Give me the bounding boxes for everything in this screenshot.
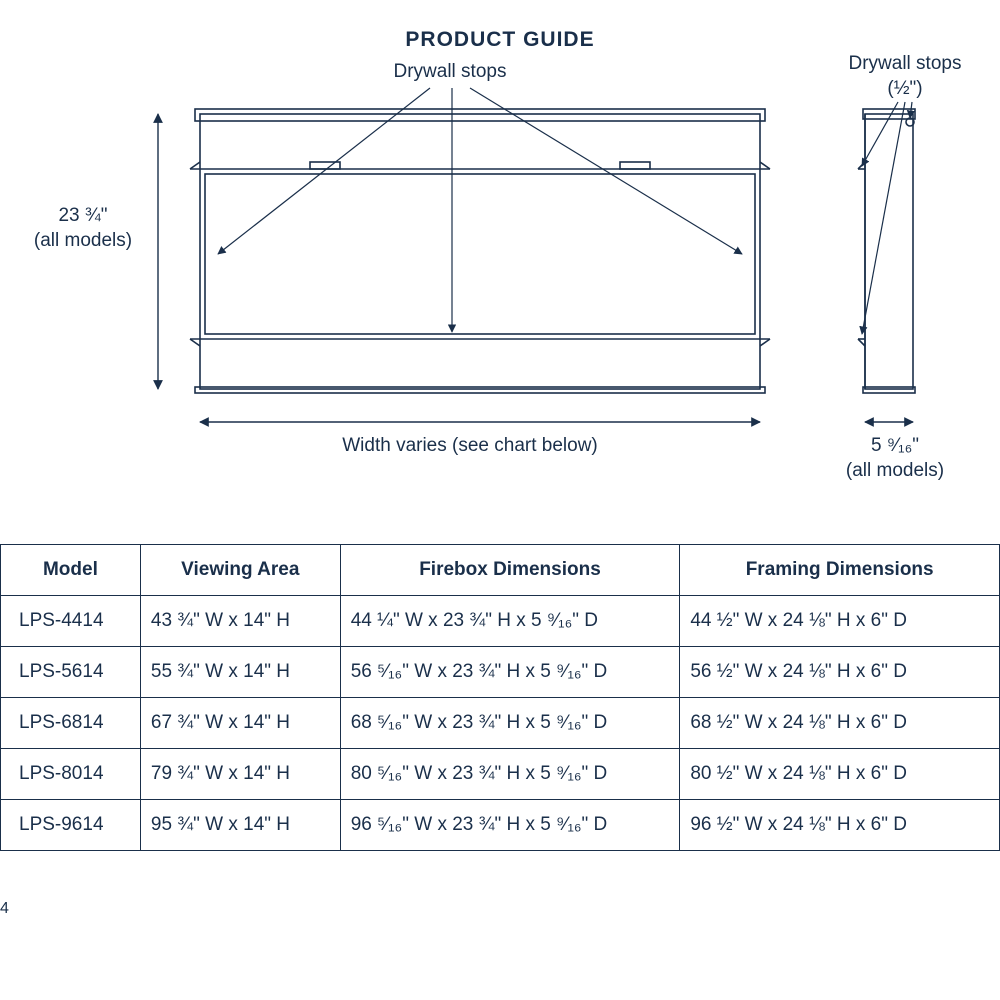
table-row: LPS-4414 43 ¾" W x 14" H 44 ¼" W x 23 ¾"…: [1, 596, 1000, 647]
cell-model: LPS-8014: [1, 749, 141, 800]
diagram-svg: [0, 54, 1000, 494]
label-drywall-stops-front: Drywall stops: [350, 60, 550, 85]
cell-viewing: 79 ¾" W x 14" H: [140, 749, 340, 800]
th-model: Model: [1, 545, 141, 596]
cell-firebox: 68 ⁵⁄₁₆" W x 23 ¾" H x 5 ⁹⁄₁₆" D: [340, 698, 680, 749]
table-body: LPS-4414 43 ¾" W x 14" H 44 ¼" W x 23 ¾"…: [1, 596, 1000, 851]
table-header-row: Model Viewing Area Firebox Dimensions Fr…: [1, 545, 1000, 596]
cell-framing: 80 ½" W x 24 ⅛" H x 6" D: [680, 749, 1000, 800]
cell-framing: 56 ½" W x 24 ⅛" H x 6" D: [680, 647, 1000, 698]
cell-model: LPS-6814: [1, 698, 141, 749]
label-height: 23 ¾"(all models): [28, 204, 138, 253]
table-row: LPS-9614 95 ¾" W x 14" H 96 ⁵⁄₁₆" W x 23…: [1, 800, 1000, 851]
cell-framing: 68 ½" W x 24 ⅛" H x 6" D: [680, 698, 1000, 749]
cell-model: LPS-4414: [1, 596, 141, 647]
drywall-arrows-front: [218, 88, 742, 332]
cell-firebox: 96 ⁵⁄₁₆" W x 23 ¾" H x 5 ⁹⁄₁₆" D: [340, 800, 680, 851]
product-diagram: Drywall stops 23 ¾"(all models) Width va…: [0, 54, 1000, 494]
footer-page-number: 4: [0, 900, 9, 918]
side-view: [858, 109, 915, 393]
front-view: [190, 109, 770, 393]
cell-framing: 96 ½" W x 24 ⅛" H x 6" D: [680, 800, 1000, 851]
table-row: LPS-8014 79 ¾" W x 14" H 80 ⁵⁄₁₆" W x 23…: [1, 749, 1000, 800]
cell-firebox: 56 ⁵⁄₁₆" W x 23 ¾" H x 5 ⁹⁄₁₆" D: [340, 647, 680, 698]
label-width: Width varies (see chart below): [220, 434, 720, 459]
th-firebox: Firebox Dimensions: [340, 545, 680, 596]
label-drywall-stops-side: Drywall stops(½"): [830, 52, 980, 101]
th-viewing: Viewing Area: [140, 545, 340, 596]
cell-viewing: 43 ¾" W x 14" H: [140, 596, 340, 647]
cell-framing: 44 ½" W x 24 ⅛" H x 6" D: [680, 596, 1000, 647]
cell-model: LPS-9614: [1, 800, 141, 851]
table-row: LPS-5614 55 ¾" W x 14" H 56 ⁵⁄₁₆" W x 23…: [1, 647, 1000, 698]
cell-viewing: 55 ¾" W x 14" H: [140, 647, 340, 698]
label-depth: 5 ⁹⁄₁₆"(all models): [830, 434, 960, 483]
page-title: PRODUCT GUIDE: [0, 28, 1000, 52]
dimensions-table: Model Viewing Area Firebox Dimensions Fr…: [0, 544, 1000, 851]
table-row: LPS-6814 67 ¾" W x 14" H 68 ⁵⁄₁₆" W x 23…: [1, 698, 1000, 749]
cell-firebox: 44 ¼" W x 23 ¾" H x 5 ⁹⁄₁₆" D: [340, 596, 680, 647]
th-framing: Framing Dimensions: [680, 545, 1000, 596]
cell-model: LPS-5614: [1, 647, 141, 698]
cell-firebox: 80 ⁵⁄₁₆" W x 23 ¾" H x 5 ⁹⁄₁₆" D: [340, 749, 680, 800]
cell-viewing: 95 ¾" W x 14" H: [140, 800, 340, 851]
drywall-arrows-side: [862, 102, 912, 334]
cell-viewing: 67 ¾" W x 14" H: [140, 698, 340, 749]
